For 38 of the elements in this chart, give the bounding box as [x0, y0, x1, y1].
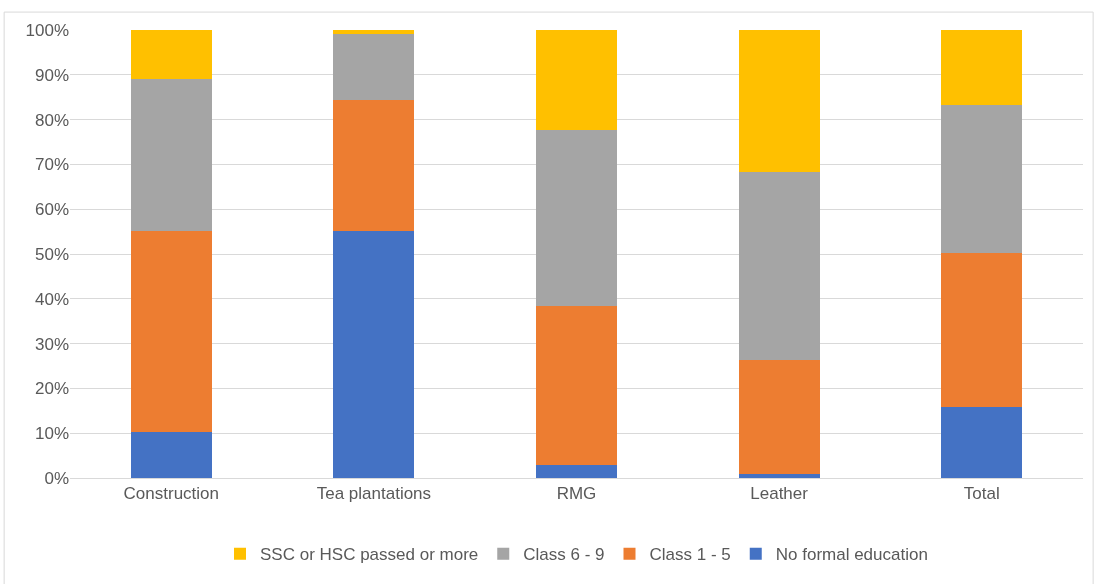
x-tick-label: Construction [123, 484, 220, 504]
legend-label: Class 1 - 5 [649, 545, 731, 565]
x-tick-label: Total [963, 484, 1000, 504]
x-tick-label: RMG [556, 484, 597, 504]
y-tick-label: 30% [34, 334, 69, 354]
y-tick-label: 10% [34, 424, 69, 444]
bar [941, 30, 1023, 105]
bar [535, 30, 618, 130]
bar [535, 306, 618, 465]
y-tick-label: 100% [25, 20, 69, 40]
bar [130, 231, 212, 432]
bar [130, 30, 212, 79]
bar [941, 253, 1023, 408]
legend-label: Class 6 - 9 [523, 545, 605, 565]
y-tick-label: 60% [34, 200, 69, 220]
bar [941, 407, 1023, 478]
y-tick-label: 0% [44, 468, 69, 488]
bar [738, 30, 820, 172]
bar [941, 104, 1023, 254]
legend-label: No formal education [775, 545, 928, 565]
x-tick-label: Tea plantations [316, 484, 432, 504]
bar [738, 171, 820, 361]
x-tick-label: Leather [750, 484, 809, 504]
y-tick-label: 70% [34, 155, 69, 175]
bar [333, 34, 415, 100]
bar [333, 99, 415, 232]
legend-label: SSC or HSC passed or more [260, 545, 479, 565]
bar [535, 464, 618, 478]
bar [130, 78, 212, 232]
bar [535, 129, 618, 307]
y-tick-label: 20% [34, 379, 69, 399]
y-tick-label: 40% [34, 289, 69, 309]
bar [333, 231, 415, 478]
bar [130, 431, 212, 478]
y-tick-label: 90% [34, 65, 69, 85]
bar [738, 360, 820, 474]
y-tick-label: 80% [34, 110, 69, 130]
y-tick-label: 50% [34, 244, 69, 264]
